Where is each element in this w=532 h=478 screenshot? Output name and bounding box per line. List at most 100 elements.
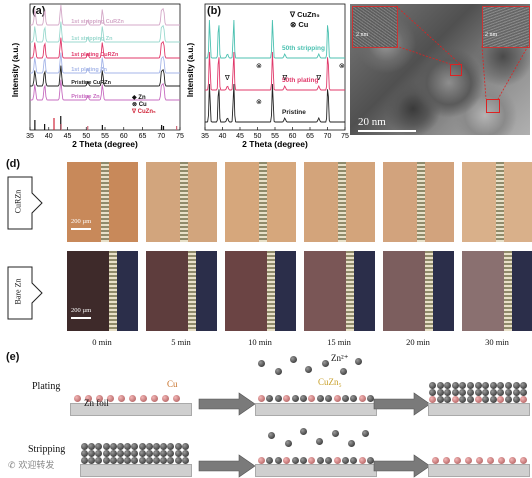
micrograph: 200 µm (67, 251, 138, 331)
zn-atom (489, 396, 497, 403)
b-trace (205, 83, 345, 123)
tem-scalebar (358, 130, 416, 132)
roi-box-1 (450, 64, 462, 76)
panel-e-letter: (e) (6, 351, 20, 363)
cu-particle (96, 395, 103, 402)
zn-atom (300, 395, 307, 402)
zn-atom (505, 396, 512, 403)
a-trace-label: Pristine Zn (71, 94, 100, 100)
zn-atom (117, 457, 124, 464)
zn-foil (70, 403, 192, 416)
b-peak-marker: ∇ (315, 74, 321, 82)
zn-atom (109, 457, 117, 464)
cu-particle (429, 396, 436, 403)
zn-atom (482, 382, 490, 389)
zn-atom (429, 389, 436, 396)
zn-atom (467, 396, 474, 403)
zn-atom (138, 443, 146, 450)
zn-atom (459, 396, 467, 403)
b-trace-label: 50th plating (282, 77, 319, 84)
b-legend-item: ⊗ Cu (290, 20, 309, 29)
b-trace-label: Pristine (282, 109, 306, 116)
a-xtick-label: 50 (82, 133, 90, 140)
panel-b: (b) 50th stripping 50th plating Pristine ∇ ∇… (180, 0, 350, 150)
zn-foil-region (512, 251, 532, 331)
b-xtick-label: 45 (236, 133, 244, 140)
row-label-barezn: Bare Zn (13, 278, 23, 305)
zn-atom (174, 457, 182, 464)
zn-atom (124, 443, 132, 450)
zn-atom (459, 389, 467, 396)
zn-atom (291, 395, 299, 402)
electrode-edge (425, 251, 433, 331)
b-peak-marker: ⊗ (339, 63, 345, 70)
process-arrow (198, 454, 256, 478)
roi-connectors (395, 5, 529, 100)
cu-particle (85, 395, 92, 402)
micrograph (383, 251, 454, 331)
zn-atom (489, 382, 497, 389)
zn-atom (275, 368, 282, 375)
zn-atom (145, 450, 153, 457)
process-arrow (373, 454, 431, 478)
panel-d-letter: (d) (6, 158, 21, 170)
cu-particle (283, 457, 291, 464)
zn-atom (109, 443, 117, 450)
micrograph-scale: 200 µm (71, 307, 92, 314)
cu-particle (151, 395, 158, 402)
tem-scalebar-label: 20 nm (358, 116, 386, 128)
zn-atom (300, 428, 307, 435)
zn-atom (109, 450, 117, 457)
zn-foil (80, 464, 192, 477)
zn-atom (124, 457, 132, 464)
panel-a-xlabel: 2 Theta (degree) (72, 139, 138, 149)
zn-atom (160, 443, 168, 450)
cu-particle (487, 457, 494, 464)
time-label: 0 min (92, 337, 112, 347)
cu-particle (509, 457, 516, 464)
cu-particle (258, 457, 265, 464)
cu-particle (432, 457, 439, 464)
zn-atom (497, 389, 505, 396)
zn-atom (81, 457, 88, 464)
zn-atom (81, 443, 88, 450)
zn-atom (367, 457, 375, 464)
electrode-edge (267, 251, 275, 331)
zn-atom (342, 457, 349, 464)
micrograph (146, 162, 217, 242)
zn-atom (153, 450, 160, 457)
zn-atom (102, 457, 110, 464)
zn-atom (350, 395, 358, 402)
zn-atom (444, 389, 452, 396)
micrograph: 200 µm (67, 162, 138, 242)
zn-atom (520, 382, 528, 389)
panel-b-xlabel: 2 Theta (degree) (242, 139, 308, 149)
a-trace-label: 1st stripping CuRZn (71, 19, 124, 25)
zn-atom (474, 389, 482, 396)
inset-right-scale: 2 nm (485, 32, 498, 38)
zn-atom (181, 443, 189, 450)
cu-particle (107, 395, 114, 402)
panel-a: (a) 1st stripping CuRZn 1st stripping Zn 1… (0, 0, 185, 150)
zn-foil-label: Zn foil (84, 398, 109, 408)
micrograph (304, 251, 375, 331)
a-trace-label: Pristine CuRZn (71, 80, 111, 86)
zn-atom (290, 356, 297, 363)
zn-atom (350, 457, 358, 464)
cu-particle (443, 457, 450, 464)
a-xtick-label: 40 (45, 133, 53, 140)
cu-particle (333, 395, 341, 402)
micrograph (225, 162, 296, 242)
cu-particle (333, 457, 341, 464)
zn-atom (512, 396, 520, 403)
b-xtick-label: 70 (324, 133, 332, 140)
plating-label: Plating (32, 381, 61, 392)
electrode-edge (338, 162, 346, 242)
electrode-edge (180, 162, 188, 242)
a-xtick-label: 35 (26, 133, 34, 140)
cu-particle (140, 395, 147, 402)
watermark-icon: ✆ (8, 461, 16, 471)
panel-a-ylabel: Intensity (a.u.) (11, 43, 20, 98)
zn-atom (305, 366, 312, 373)
zn-atom (342, 395, 349, 402)
